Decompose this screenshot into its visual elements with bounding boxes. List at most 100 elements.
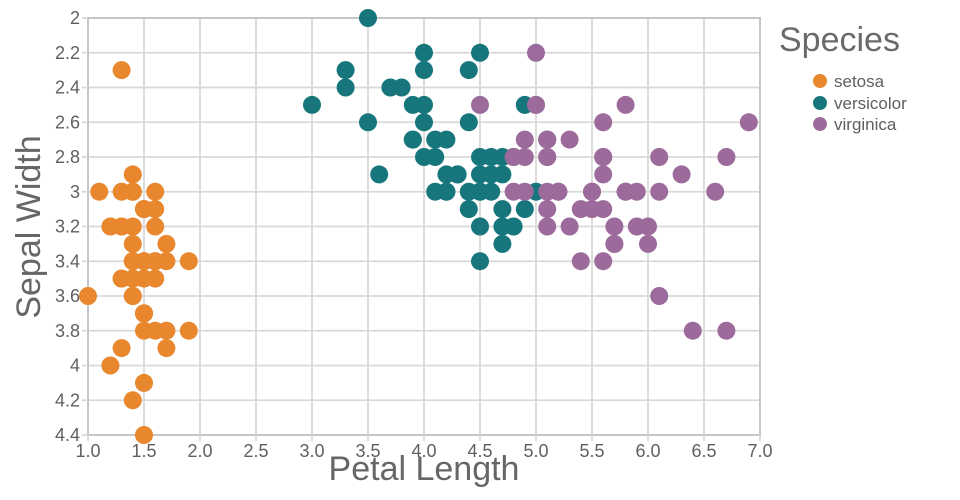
- y-axis-title: Sepal Width: [10, 135, 48, 318]
- axis-ticks: [82, 17, 761, 441]
- legend-swatch-virginica: [813, 117, 827, 131]
- y-tick-label: 3.4: [55, 251, 80, 271]
- data-point-virginica: [527, 95, 545, 114]
- data-point-virginica: [594, 165, 613, 184]
- x-tick-label: 7.0: [747, 441, 772, 461]
- x-tick-label: 2.0: [187, 441, 212, 461]
- data-point-virginica: [583, 182, 601, 201]
- data-point-versicolor: [459, 200, 478, 219]
- y-tick-label: 4.4: [55, 425, 80, 445]
- data-point-virginica: [616, 95, 635, 114]
- data-point-versicolor: [437, 130, 456, 149]
- x-axis-title: Petal Length: [329, 450, 520, 488]
- y-tick-label: 2.2: [55, 43, 80, 63]
- x-tick-label: 2.5: [243, 441, 268, 461]
- y-tick-label: 2.8: [55, 147, 80, 167]
- data-point-virginica: [504, 182, 523, 201]
- data-point-virginica: [605, 234, 624, 253]
- data-point-virginica: [571, 200, 590, 219]
- data-point-versicolor: [471, 43, 489, 62]
- data-point-virginica: [683, 321, 702, 340]
- x-tick-label: 4.5: [467, 441, 492, 461]
- data-point-versicolor: [493, 200, 512, 219]
- data-point-versicolor: [303, 95, 321, 114]
- data-point-setosa: [123, 165, 142, 184]
- data-point-virginica: [515, 130, 534, 149]
- data-point-setosa: [135, 252, 153, 271]
- data-point-virginica: [706, 182, 725, 201]
- data-point-versicolor: [415, 95, 433, 114]
- data-point-virginica: [594, 252, 613, 271]
- data-point-setosa: [112, 61, 131, 80]
- data-point-setosa: [101, 356, 120, 375]
- data-point-virginica: [672, 165, 691, 184]
- y-tick-label: 4: [70, 356, 80, 376]
- data-point-versicolor: [515, 200, 534, 219]
- data-point-setosa: [123, 182, 142, 201]
- legend-item-versicolor: versicolor: [813, 94, 907, 113]
- data-point-versicolor: [370, 165, 389, 184]
- data-point-versicolor: [415, 113, 433, 132]
- data-point-setosa: [179, 252, 198, 271]
- legend-item-setosa: setosa: [813, 72, 885, 91]
- x-tick-label: 5.5: [579, 441, 604, 461]
- data-point-versicolor: [459, 61, 478, 80]
- data-point-virginica: [560, 217, 579, 236]
- legend: Species setosa versicolor virginica: [779, 21, 907, 134]
- data-point-virginica: [739, 113, 758, 132]
- data-point-setosa: [179, 321, 198, 340]
- y-tick-label: 3.6: [55, 286, 80, 306]
- data-point-setosa: [112, 339, 131, 358]
- data-point-virginica: [594, 200, 613, 219]
- data-point-setosa: [157, 234, 176, 253]
- data-point-versicolor: [471, 165, 489, 184]
- legend-swatch-versicolor: [813, 96, 827, 110]
- data-point-virginica: [717, 148, 736, 166]
- data-point-virginica: [571, 252, 590, 271]
- data-point-setosa: [146, 321, 165, 340]
- legend-label-virginica: virginica: [834, 115, 897, 134]
- data-point-virginica: [639, 234, 657, 253]
- data-point-setosa: [135, 200, 153, 219]
- data-point-setosa: [123, 217, 142, 236]
- data-point-versicolor: [448, 165, 467, 184]
- x-tick-label: 3.0: [299, 441, 324, 461]
- data-point-virginica: [627, 217, 646, 236]
- legend-item-virginica: virginica: [813, 115, 897, 134]
- data-point-versicolor: [471, 148, 489, 166]
- data-point-setosa: [146, 217, 165, 236]
- data-point-versicolor: [493, 234, 512, 253]
- data-point-versicolor: [471, 252, 489, 271]
- data-point-versicolor: [471, 217, 489, 236]
- data-point-virginica: [605, 217, 624, 236]
- data-point-virginica: [650, 287, 669, 305]
- x-tick-label: 5.0: [523, 441, 548, 461]
- data-point-versicolor: [415, 61, 433, 80]
- x-tick-label: 6.0: [635, 441, 660, 461]
- x-tick-label: 3.5: [355, 441, 380, 461]
- y-tick-label: 3.8: [55, 321, 80, 341]
- data-point-virginica: [504, 148, 523, 166]
- data-point-virginica: [650, 148, 669, 166]
- data-point-virginica: [650, 182, 669, 201]
- data-point-virginica: [538, 200, 557, 219]
- data-point-versicolor: [336, 61, 355, 80]
- data-point-setosa: [135, 373, 153, 392]
- data-point-setosa: [146, 182, 165, 201]
- data-point-setosa: [135, 426, 153, 444]
- data-point-virginica: [594, 148, 613, 166]
- data-point-virginica: [717, 321, 736, 340]
- y-tick-labels: 2 2.2 2.4 2.6 2.8 3 3.2 3.4 3.6 3.8 4 4.2 4.4: [55, 8, 80, 445]
- y-tick-label: 2.4: [55, 78, 80, 98]
- data-point-versicolor: [426, 148, 445, 166]
- legend-label-versicolor: versicolor: [834, 94, 907, 113]
- data-point-setosa: [112, 269, 131, 288]
- data-point-setosa: [157, 339, 176, 358]
- data-point-virginica: [538, 182, 557, 201]
- data-point-virginica: [471, 95, 489, 114]
- legend-swatch-setosa: [813, 74, 827, 88]
- data-point-setosa: [135, 304, 153, 323]
- data-point-versicolor: [336, 78, 355, 97]
- data-point-versicolor: [359, 9, 377, 27]
